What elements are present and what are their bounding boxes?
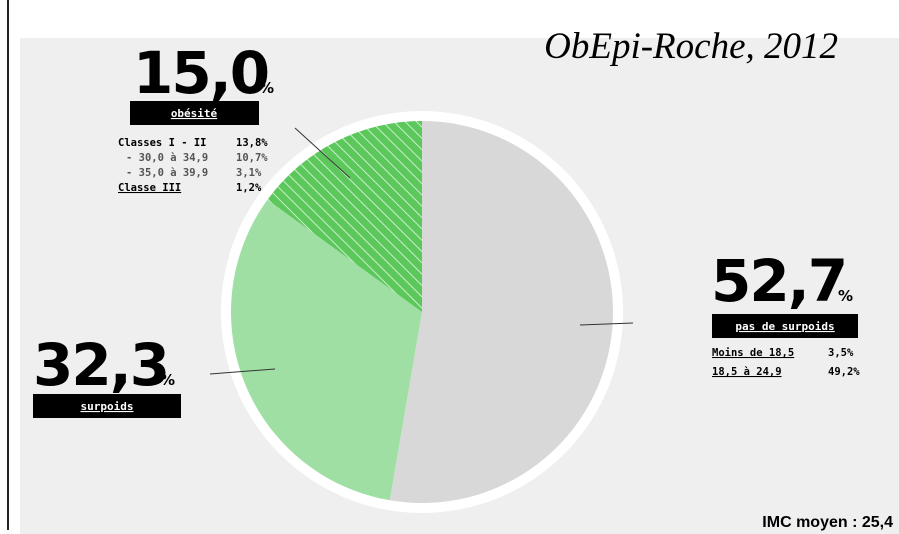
pie [231, 121, 613, 503]
detail-label: Moins de 18,5 [712, 347, 794, 359]
slice-value: 52,7 [711, 247, 846, 315]
pie-slice [231, 199, 422, 501]
pie-slice [267, 121, 422, 312]
pie-slice [389, 121, 613, 503]
title: ObEpi-Roche, 2012 [544, 26, 838, 67]
label-box [712, 314, 858, 338]
detail-label: Classe III [118, 182, 181, 194]
detail-value: 3,5% [828, 347, 854, 359]
details: Moins de 18,5 3,5% 18,5 à 24,9 49,2% [712, 347, 860, 378]
detail-value: 13,8% [236, 137, 268, 149]
detail-label: - 35,0 à 39,9 [126, 167, 208, 179]
detail-label: 18,5 à 24,9 [712, 366, 782, 378]
slice-value: 32,3 [33, 331, 168, 399]
slice-label: surpoids [81, 400, 134, 413]
detail-label: Classes I - II [118, 137, 207, 149]
leader-line [294, 127, 351, 179]
detail-value: 10,7% [236, 152, 268, 164]
detail-label: - 30,0 à 34,9 [126, 152, 208, 164]
slice-label: pas de surpoids [735, 320, 834, 333]
label-box [33, 394, 181, 418]
detail-value: 49,2% [828, 366, 860, 378]
unit: % [160, 371, 175, 389]
label-box [130, 101, 259, 125]
annotation: IMC moyen : 25,4 [762, 514, 893, 531]
unit: % [838, 287, 853, 305]
slice-value: 15,0 [133, 39, 268, 107]
leader-line [209, 368, 276, 375]
detail-value: 1,2% [236, 182, 262, 194]
details: Classes I - II 13,8% - 30,0 à 34,9 10,7% - 3… [118, 137, 268, 194]
leader-line [579, 322, 634, 326]
detail-value: 3,1% [236, 167, 262, 179]
unit: % [259, 79, 274, 97]
slice-label: obésité [171, 107, 218, 120]
